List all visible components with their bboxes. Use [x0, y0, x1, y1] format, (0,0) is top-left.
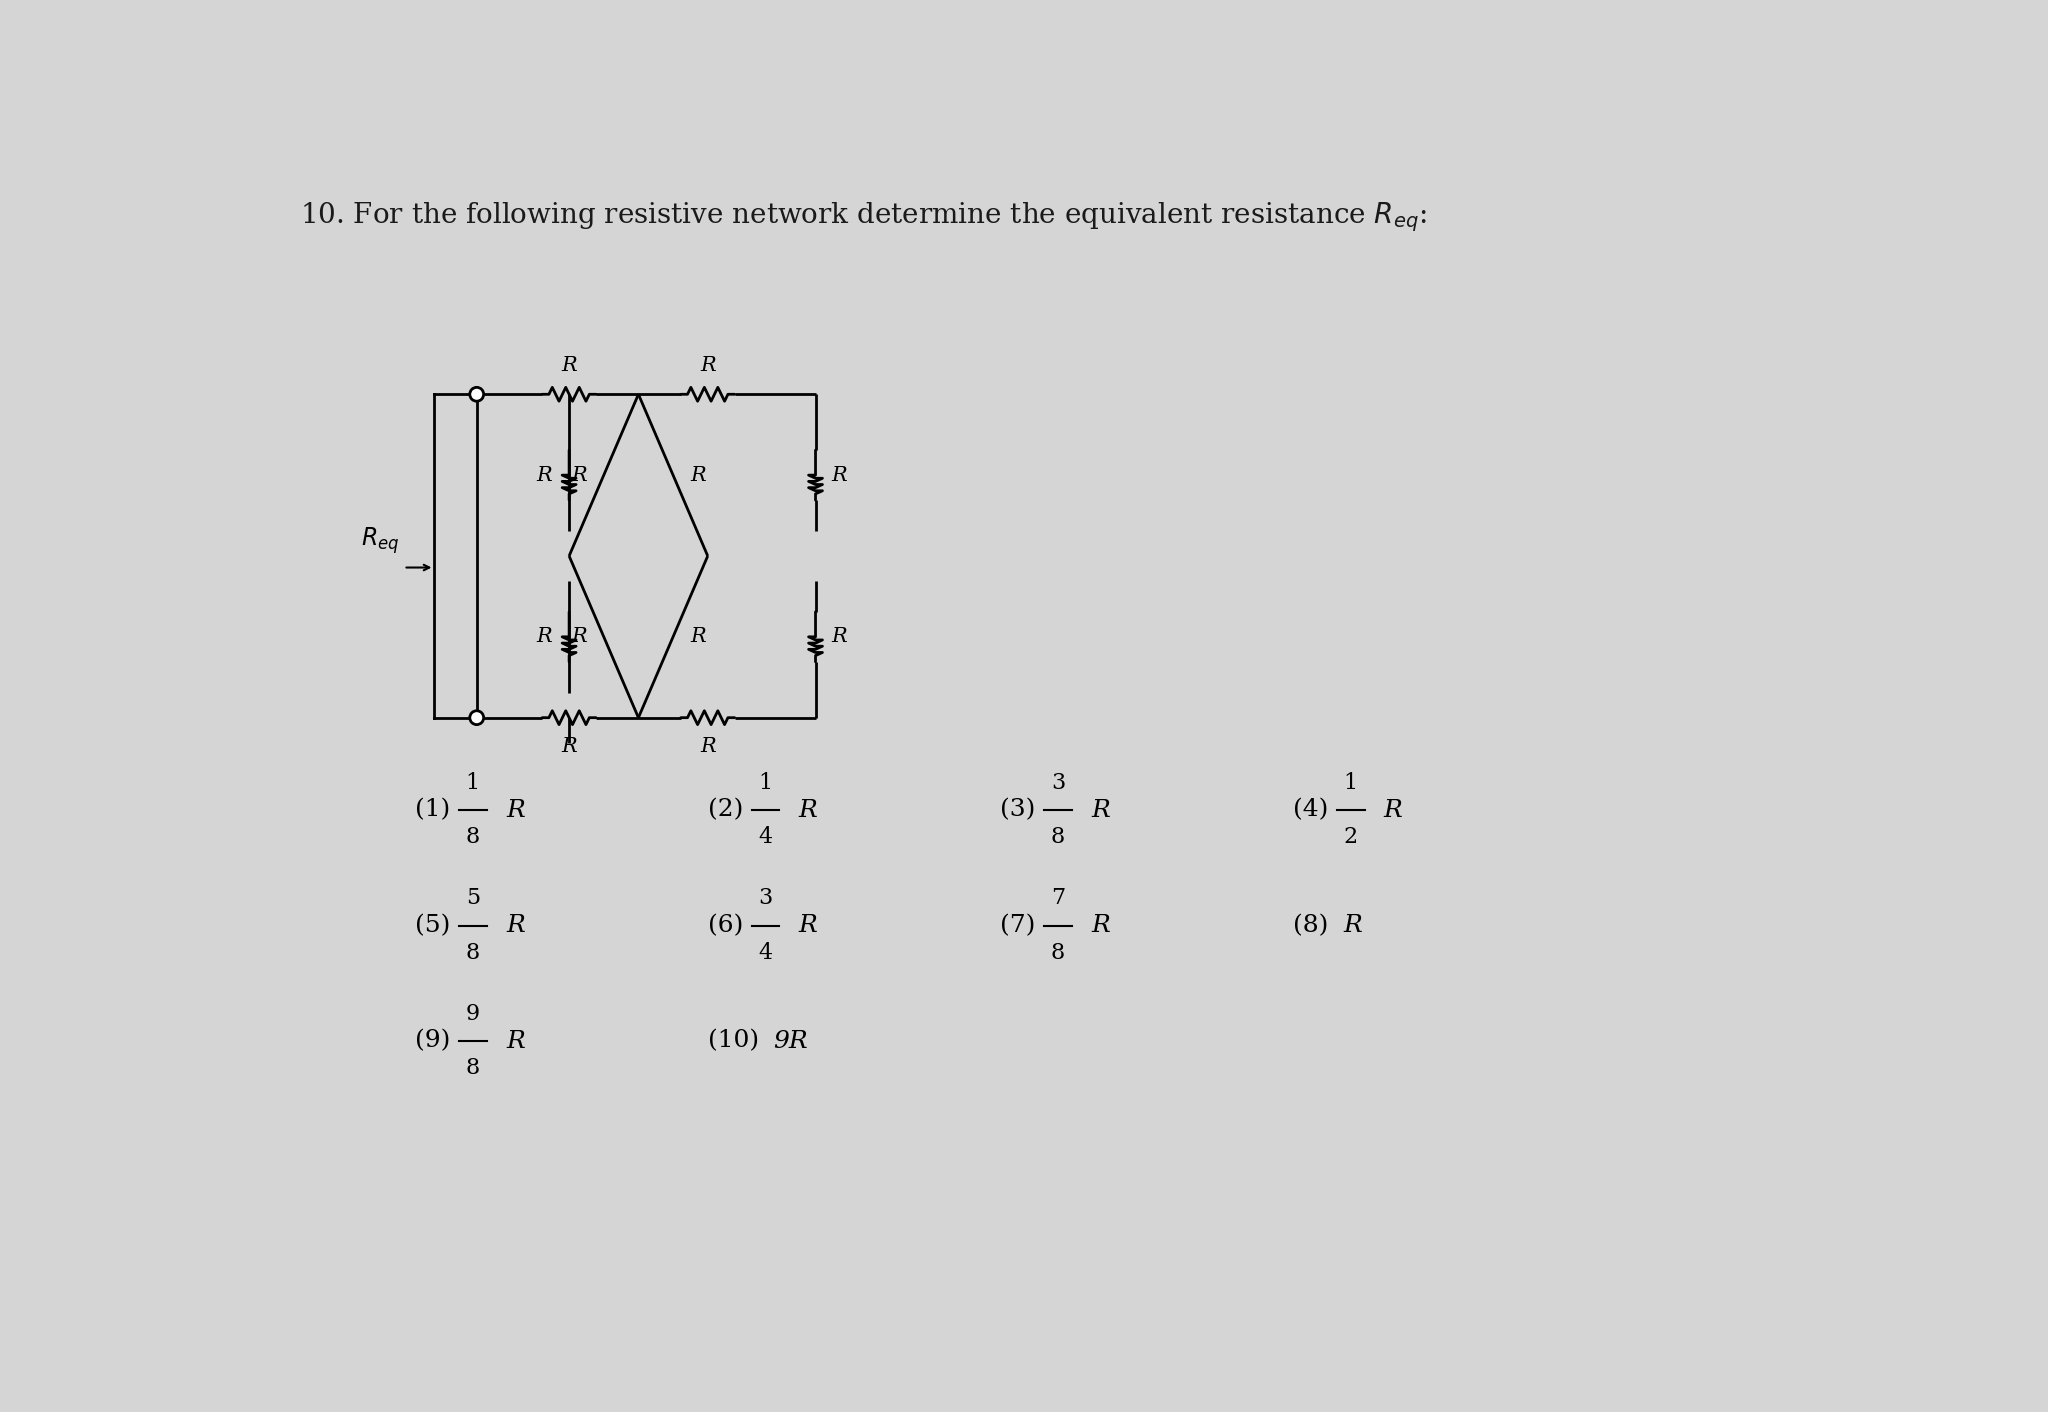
- Text: 3: 3: [1051, 772, 1065, 794]
- Text: 8: 8: [1051, 942, 1065, 964]
- Text: (7): (7): [999, 914, 1036, 938]
- Text: R: R: [799, 914, 817, 938]
- Text: R: R: [1092, 914, 1110, 938]
- Text: 10. For the following resistive network determine the equivalent resistance $R_{: 10. For the following resistive network …: [299, 201, 1425, 234]
- Text: R: R: [831, 466, 846, 484]
- Text: R: R: [537, 466, 553, 484]
- Text: R: R: [506, 799, 524, 822]
- Text: (2): (2): [709, 799, 743, 822]
- Text: R: R: [506, 914, 524, 938]
- Text: R: R: [690, 627, 707, 647]
- Text: R: R: [561, 356, 578, 376]
- Text: (6): (6): [709, 914, 743, 938]
- Text: 4: 4: [758, 942, 772, 964]
- Text: 2: 2: [1343, 826, 1358, 849]
- Circle shape: [469, 710, 483, 724]
- Text: R: R: [700, 356, 715, 376]
- Text: (3): (3): [999, 799, 1036, 822]
- Text: R: R: [1343, 914, 1362, 938]
- Text: (1): (1): [416, 799, 451, 822]
- Text: 9R: 9R: [774, 1029, 807, 1052]
- Text: $R_{eq}$: $R_{eq}$: [360, 525, 399, 556]
- Text: 1: 1: [758, 772, 772, 794]
- Text: 1: 1: [465, 772, 479, 794]
- Text: R: R: [506, 1029, 524, 1052]
- Text: (10): (10): [709, 1029, 760, 1052]
- Text: R: R: [571, 466, 588, 484]
- Text: 3: 3: [758, 887, 772, 909]
- Text: R: R: [700, 737, 715, 755]
- Text: 8: 8: [465, 1058, 479, 1079]
- Text: 1: 1: [1343, 772, 1358, 794]
- Text: 8: 8: [465, 826, 479, 849]
- Text: R: R: [537, 627, 553, 647]
- Text: R: R: [561, 737, 578, 755]
- Text: 7: 7: [1051, 887, 1065, 909]
- Text: 8: 8: [1051, 826, 1065, 849]
- Text: R: R: [799, 799, 817, 822]
- Text: R: R: [690, 466, 707, 484]
- Text: R: R: [831, 627, 846, 647]
- Text: 8: 8: [465, 942, 479, 964]
- Text: (8): (8): [1292, 914, 1329, 938]
- Text: 4: 4: [758, 826, 772, 849]
- Text: R: R: [1092, 799, 1110, 822]
- Text: 5: 5: [465, 887, 479, 909]
- Text: R: R: [1384, 799, 1403, 822]
- Text: (5): (5): [416, 914, 451, 938]
- Text: (9): (9): [416, 1029, 451, 1052]
- Circle shape: [469, 387, 483, 401]
- Text: R: R: [571, 627, 588, 647]
- Text: (4): (4): [1292, 799, 1329, 822]
- Text: 9: 9: [465, 1003, 479, 1025]
